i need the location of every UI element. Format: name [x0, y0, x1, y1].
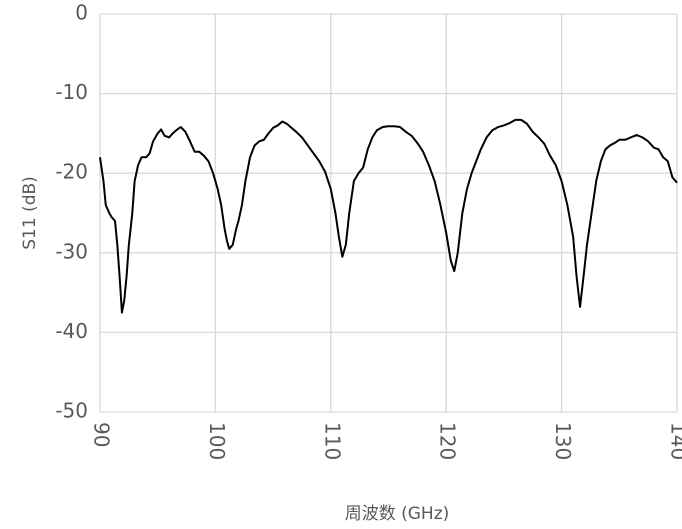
x-tick-label: 130 [551, 422, 575, 460]
x-tick-label: 140 [667, 422, 682, 460]
x-tick-label: 90 [90, 422, 114, 447]
x-tick-label: 120 [436, 422, 460, 460]
data-line [99, 118, 678, 314]
y-axis-title: S11 (dB) [20, 176, 40, 250]
y-tick-label: -30 [55, 239, 88, 263]
x-tick-label: 100 [205, 422, 229, 460]
y-tick-label: -40 [55, 319, 88, 343]
y-tick-label: -50 [55, 399, 88, 423]
x-tick-label: 110 [320, 422, 344, 460]
x-axis-title: 周波数 (GHz) [345, 504, 450, 524]
y-tick-label: -20 [55, 160, 88, 184]
y-tick-label: -10 [55, 80, 88, 104]
y-tick-label: 0 [75, 1, 88, 25]
